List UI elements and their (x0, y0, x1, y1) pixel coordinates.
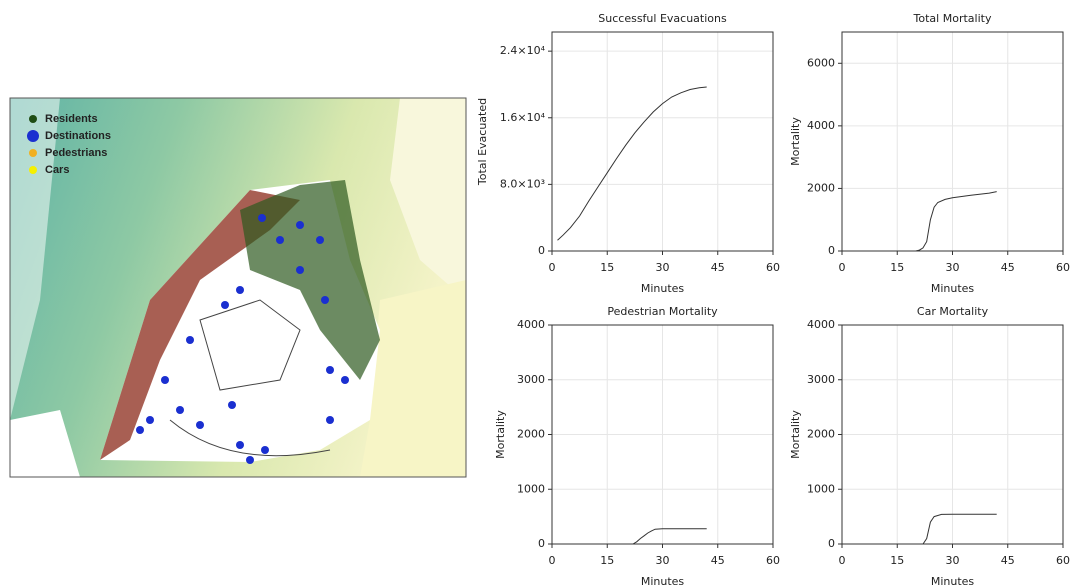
x-tick-label: 45 (711, 261, 725, 274)
x-axis-label: Minutes (641, 282, 685, 295)
data-line (905, 192, 997, 251)
figure: Residents Destinations Pedestrians Cars … (0, 0, 1073, 587)
legend-label: Pedestrians (45, 147, 107, 159)
x-tick-label: 30 (656, 554, 670, 567)
y-axis-label: Total Evacuated (476, 98, 489, 186)
y-axis-label: Mortality (789, 117, 802, 166)
x-tick-label: 60 (1056, 261, 1070, 274)
legend-label: Destinations (45, 130, 111, 142)
page: Residents Destinations Pedestrians Cars … (0, 0, 1073, 587)
y-tick-label: 2000 (517, 428, 545, 441)
y-tick-label: 2000 (807, 181, 835, 194)
y-tick-label: 6000 (807, 56, 835, 69)
y-tick-label: 4000 (807, 318, 835, 331)
y-tick-label: 1000 (807, 482, 835, 495)
y-tick-label: 4000 (807, 119, 835, 132)
legend-label: Cars (45, 164, 69, 176)
y-tick-label: 4000 (517, 318, 545, 331)
x-tick-label: 60 (766, 554, 780, 567)
x-tick-label: 45 (711, 554, 725, 567)
y-axis-label: Mortality (494, 410, 507, 459)
data-line (629, 529, 706, 544)
y-tick-label: 1000 (517, 482, 545, 495)
y-tick-label: 2.4×10⁴ (500, 44, 546, 57)
x-axis-label: Minutes (931, 282, 975, 295)
data-line (558, 87, 707, 240)
x-tick-label: 0 (839, 554, 846, 567)
x-tick-label: 0 (549, 261, 556, 274)
y-tick-label: 0 (828, 537, 835, 550)
x-tick-label: 60 (1056, 554, 1070, 567)
chart-title: Successful Evacuations (598, 12, 727, 25)
x-tick-label: 30 (946, 554, 960, 567)
x-tick-label: 60 (766, 261, 780, 274)
y-tick-label: 3000 (807, 373, 835, 386)
y-tick-label: 2000 (807, 428, 835, 441)
y-axis-label: Mortality (789, 410, 802, 459)
x-tick-label: 15 (890, 261, 904, 274)
x-tick-label: 45 (1001, 554, 1015, 567)
y-tick-label: 0 (538, 244, 545, 257)
x-tick-label: 0 (549, 554, 556, 567)
y-tick-label: 3000 (517, 373, 545, 386)
chart-title: Car Mortality (917, 305, 989, 318)
y-tick-label: 0 (828, 244, 835, 257)
x-tick-label: 15 (890, 554, 904, 567)
y-tick-label: 8.0×10³ (500, 177, 545, 190)
x-tick-label: 0 (839, 261, 846, 274)
x-tick-label: 15 (600, 261, 614, 274)
legend-label: Residents (45, 113, 98, 125)
chart-title: Pedestrian Mortality (607, 305, 718, 318)
y-tick-label: 1.6×10⁴ (500, 111, 546, 124)
x-tick-label: 30 (656, 261, 670, 274)
chart-title: Total Mortality (913, 12, 992, 25)
x-tick-label: 30 (946, 261, 960, 274)
x-axis-label: Minutes (641, 575, 685, 587)
x-tick-label: 45 (1001, 261, 1015, 274)
x-axis-label: Minutes (931, 575, 975, 587)
x-tick-label: 15 (600, 554, 614, 567)
data-line (919, 514, 996, 544)
y-tick-label: 0 (538, 537, 545, 550)
